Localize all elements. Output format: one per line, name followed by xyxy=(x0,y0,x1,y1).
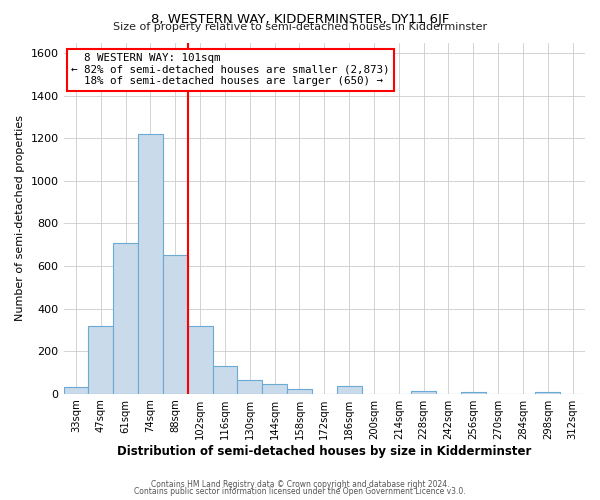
Text: Size of property relative to semi-detached houses in Kidderminster: Size of property relative to semi-detach… xyxy=(113,22,487,32)
X-axis label: Distribution of semi-detached houses by size in Kidderminster: Distribution of semi-detached houses by … xyxy=(117,444,532,458)
Bar xyxy=(212,366,238,394)
Bar xyxy=(138,134,163,394)
Bar xyxy=(337,386,362,394)
Bar xyxy=(287,390,312,394)
Text: Contains public sector information licensed under the Open Government Licence v3: Contains public sector information licen… xyxy=(134,487,466,496)
Bar xyxy=(238,380,262,394)
Bar xyxy=(113,242,138,394)
Bar xyxy=(411,390,436,394)
Bar xyxy=(163,256,188,394)
Bar xyxy=(461,392,485,394)
Y-axis label: Number of semi-detached properties: Number of semi-detached properties xyxy=(15,115,25,321)
Text: 8, WESTERN WAY, KIDDERMINSTER, DY11 6JF: 8, WESTERN WAY, KIDDERMINSTER, DY11 6JF xyxy=(151,12,449,26)
Bar xyxy=(64,388,88,394)
Bar xyxy=(535,392,560,394)
Text: Contains HM Land Registry data © Crown copyright and database right 2024.: Contains HM Land Registry data © Crown c… xyxy=(151,480,449,489)
Text: 8 WESTERN WAY: 101sqm
← 82% of semi-detached houses are smaller (2,873)
  18% of: 8 WESTERN WAY: 101sqm ← 82% of semi-deta… xyxy=(71,53,390,86)
Bar xyxy=(188,326,212,394)
Bar xyxy=(262,384,287,394)
Bar xyxy=(88,326,113,394)
